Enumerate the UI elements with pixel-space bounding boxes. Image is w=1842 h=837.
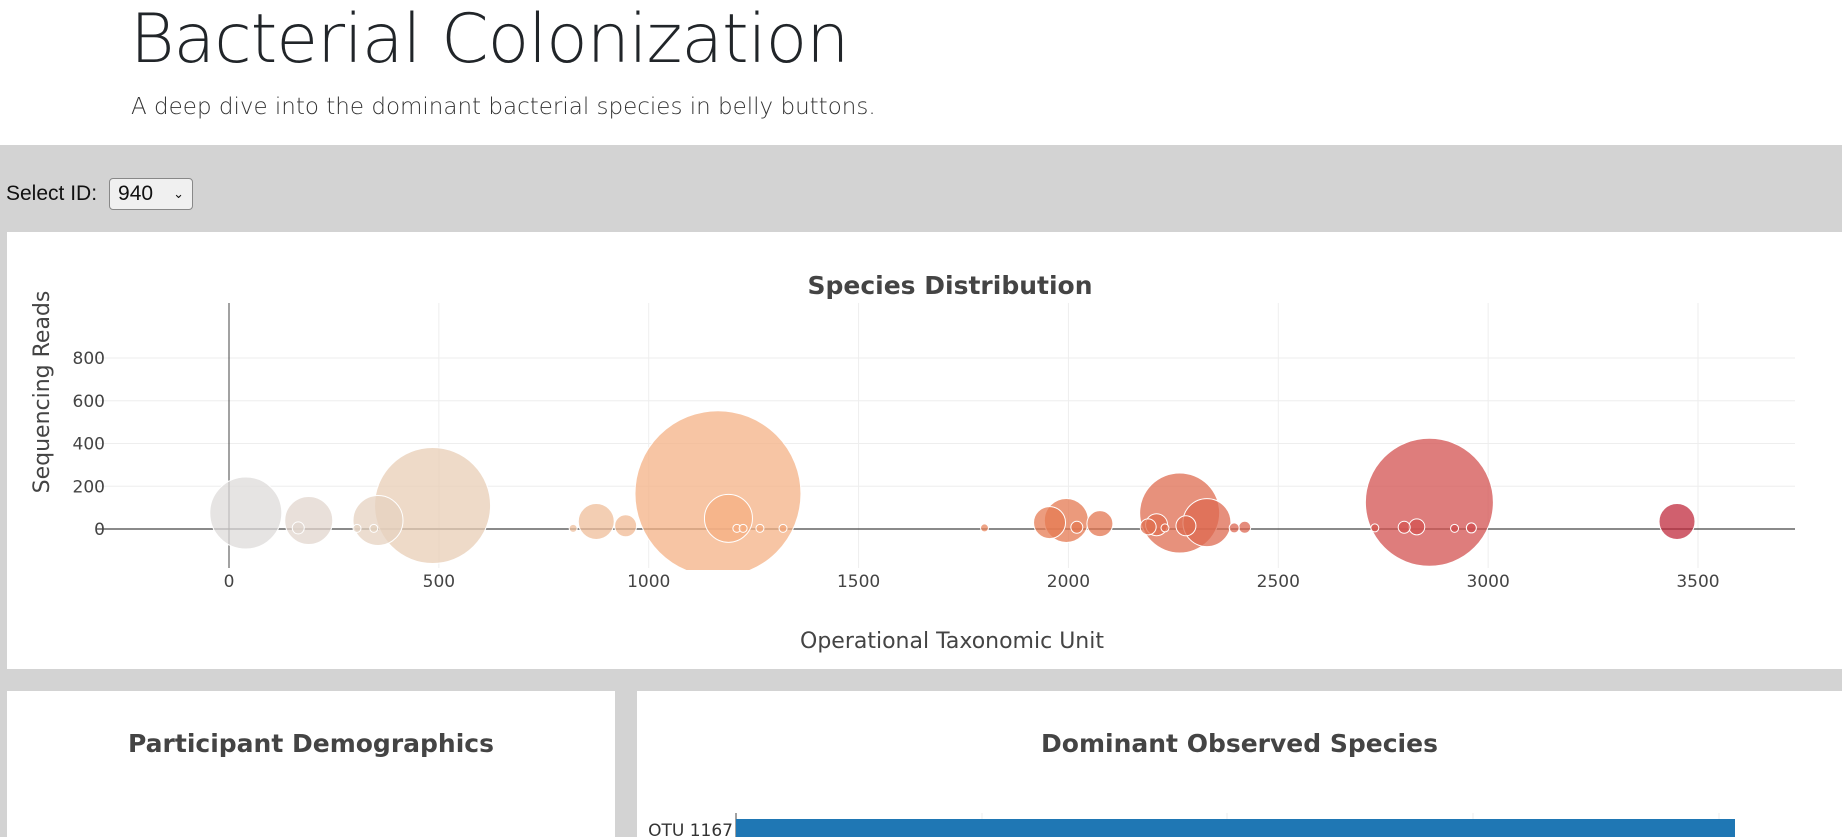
bubble-point[interactable]	[352, 494, 404, 546]
header: Bacterial Colonization A deep dive into …	[0, 0, 1842, 145]
bubble-point[interactable]	[1033, 506, 1067, 540]
bar-label-otu-1167: OTU 1167	[648, 821, 733, 837]
chevron-down-icon: ⌄	[173, 186, 185, 201]
bubble-point[interactable]	[1070, 520, 1084, 534]
y-tick-label: 600	[73, 392, 105, 412]
bubble-chart: Species Distribution 0 500 1000 1500 2000 250…	[30, 271, 1795, 654]
x-tick-label: 2000	[1047, 572, 1090, 592]
chart-title: Species Distribution	[807, 271, 1092, 300]
selected-id-value: 940	[118, 182, 154, 205]
bubble-point[interactable]	[1370, 523, 1380, 533]
bubble-point[interactable]	[369, 523, 379, 533]
bubble-point[interactable]	[1450, 523, 1460, 533]
bar-otu-1167	[736, 819, 1735, 837]
species-distribution-panel: Species Distribution 0 500 1000 1500 2000 250…	[7, 232, 1842, 669]
bubble-point[interactable]	[1397, 520, 1411, 534]
demographics-title: Participant Demographics	[128, 729, 494, 758]
bubble-point[interactable]	[738, 523, 748, 533]
x-tick-label: 1000	[627, 572, 670, 592]
bubble-point[interactable]	[1175, 515, 1197, 537]
bubble-point[interactable]	[1408, 518, 1426, 536]
bubble-point[interactable]	[1364, 437, 1494, 567]
bubble-layer	[209, 410, 1696, 577]
bubble-point[interactable]	[778, 523, 788, 533]
bubble-point[interactable]	[568, 523, 578, 533]
x-tick-label: 3000	[1467, 572, 1510, 592]
bubble-point[interactable]	[209, 476, 283, 550]
participant-demographics-panel: Participant Demographics	[7, 691, 615, 837]
y-tick-label: 0	[94, 520, 105, 540]
id-selector-row: Select ID: 940 ⌄	[6, 176, 194, 212]
bubble-point[interactable]	[1086, 510, 1114, 538]
bubble-point[interactable]	[1238, 520, 1252, 534]
page-subtitle: A deep dive into the dominant bacterial …	[131, 94, 876, 120]
bubble-point[interactable]	[1139, 518, 1157, 536]
x-tick-label: 500	[423, 572, 455, 592]
x-axis-title: Operational Taxonomic Unit	[800, 629, 1104, 654]
bubble-point[interactable]	[284, 495, 334, 545]
bubble-point[interactable]	[1160, 523, 1170, 533]
id-select-dropdown[interactable]: 940 ⌄	[109, 178, 194, 210]
bubble-point[interactable]	[755, 523, 765, 533]
bubble-point[interactable]	[577, 503, 615, 541]
bubble-point[interactable]	[1465, 522, 1477, 534]
bubble-point[interactable]	[634, 410, 802, 577]
dominant-species-panel: Dominant Observed Species OTU 1167	[637, 691, 1842, 837]
x-tick-label: 3500	[1676, 572, 1719, 592]
bubble-point[interactable]	[614, 514, 638, 538]
y-axis-title: Sequencing Reads	[30, 291, 55, 494]
bubble-point[interactable]	[703, 493, 753, 543]
bar-chart-title: Dominant Observed Species	[1041, 729, 1438, 758]
bar-chart: OTU 1167	[648, 813, 1735, 837]
x-tick-label: 2500	[1257, 572, 1300, 592]
x-tick-label: 1500	[837, 572, 880, 592]
axis-layer: 0 500 1000 1500 2000 2500 3000 3500 0 200 400 600 80…	[73, 303, 1795, 592]
bubble-point[interactable]	[352, 523, 362, 533]
y-tick-label: 200	[73, 477, 105, 497]
y-tick-label: 800	[73, 349, 105, 369]
y-tick-label: 400	[73, 435, 105, 455]
bubble-point[interactable]	[979, 523, 989, 533]
x-tick-label: 0	[224, 572, 235, 592]
bubble-point[interactable]	[291, 521, 305, 535]
page-title: Bacterial Colonization	[130, 0, 849, 79]
bubble-point[interactable]	[1228, 522, 1240, 534]
select-id-label: Select ID:	[6, 182, 98, 205]
grid-layer	[97, 303, 1795, 568]
bubble-point[interactable]	[1658, 503, 1696, 541]
